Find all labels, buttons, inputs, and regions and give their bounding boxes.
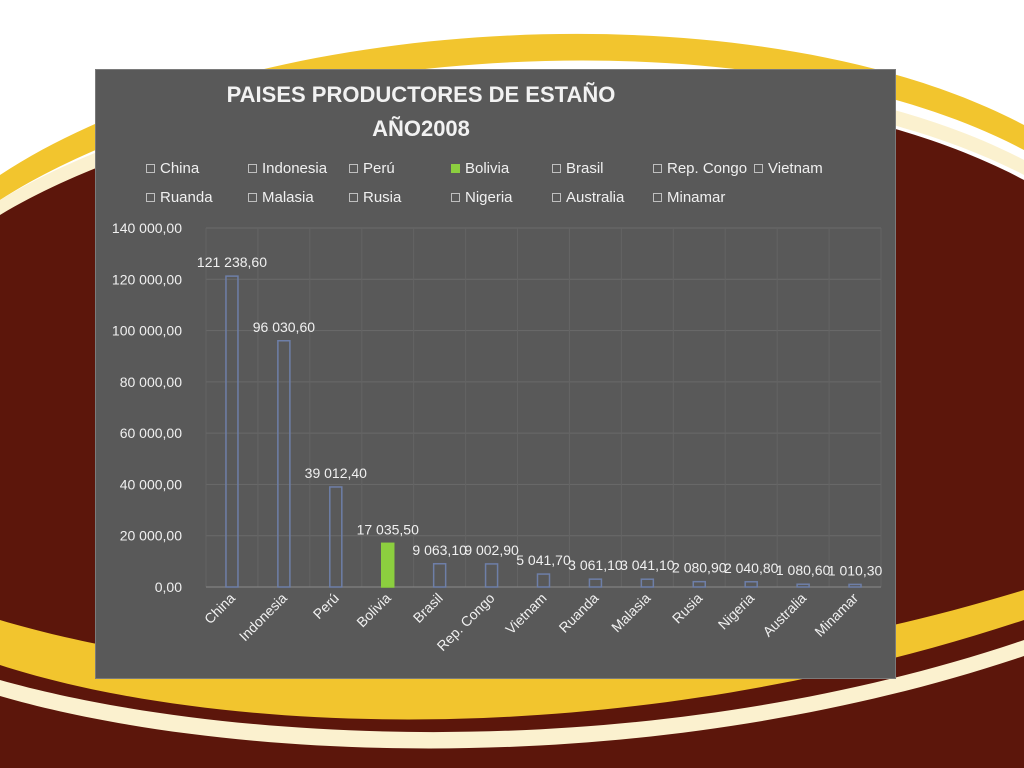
category-label: Perú [310,590,342,622]
legend-item: Bolivia [451,160,509,177]
data-label: 2 080,90 [672,560,727,576]
legend-label: Rusia [363,189,402,206]
category-label: Minamar [811,590,861,640]
legend-swatch [451,164,460,173]
legend-label: China [160,160,200,177]
legend-swatch [146,193,155,202]
chart-panel: PAISES PRODUCTORES DE ESTAÑO AÑO2008 Chi… [95,69,896,679]
bar [588,578,603,588]
legend-label: Perú [363,160,395,177]
category-label: Vietnam [502,590,549,637]
legend-swatch [552,164,561,173]
legend-item: Brasil [552,160,604,177]
legend-label: Minamar [667,189,726,206]
legend-label: Vietnam [768,160,823,177]
y-tick-label: 40 000,00 [120,476,182,492]
bar [484,563,499,588]
legend-item: Rusia [349,189,401,206]
plot-area: 0,00 20 000,00 40 000,00 60 000,00 80 000,00… [112,220,883,654]
category-label: Australia [759,590,809,640]
legend-label: Nigeria [465,189,513,206]
data-label: 1 080,60 [776,562,831,578]
gold-swoosh-bottom [0,590,1024,720]
legend-item: Malasia [248,189,314,206]
data-label: 39 012,40 [305,465,367,481]
legend-label: Brasil [566,160,604,177]
legend-swatch [349,164,358,173]
legend-label: Rep. Congo [667,160,748,177]
legend-label: Malasia [262,189,314,206]
y-tick-label: 120 000,00 [112,271,182,287]
data-label: 96 030,60 [253,319,315,335]
bar [277,340,291,588]
y-tick-label: 20 000,00 [120,528,182,544]
bar [692,580,707,588]
y-tick-label: 80 000,00 [120,374,182,390]
legend-item: Minamar [653,189,725,206]
category-label: Malasia [608,590,654,636]
legend-item: Ruanda [146,189,213,206]
category-label: Bolivia [353,590,394,631]
data-label: 17 035,50 [357,521,419,537]
data-label: 2 040,80 [724,560,779,576]
y-tick-label: 140 000,00 [112,220,182,236]
legend-item: Indonesia [248,160,327,177]
legend-item: Perú [349,160,395,177]
legend-swatch [248,193,257,202]
y-tick-label: 60 000,00 [120,425,182,441]
legend-label: Indonesia [262,160,328,177]
legend-swatch [754,164,763,173]
category-label: Indonesia [236,590,290,644]
legend-item: Nigeria [451,189,513,206]
legend-label: Australia [566,189,625,206]
data-label: 9 063,10 [412,542,467,558]
bar [796,583,810,588]
y-tick-label: 100 000,00 [112,323,182,339]
bar [536,573,551,588]
category-label: Nigeria [715,590,758,633]
data-label: 9 002,90 [464,542,519,558]
legend-item: China [146,160,199,177]
legend-item: Vietnam [754,160,823,177]
bar [744,581,758,588]
bar [380,542,395,588]
bar [225,275,239,588]
category-label: China [201,590,238,627]
bar [640,578,655,588]
legend-swatch [451,193,460,202]
bar [848,583,862,588]
legend-swatch [248,164,257,173]
bar [432,563,447,588]
category-label: Brasil [410,590,446,626]
bar [329,486,343,588]
legend-label: Bolivia [465,160,510,177]
legend-item: Australia [552,189,624,206]
chart-title: PAISES PRODUCTORES DE ESTAÑO [226,82,616,107]
category-label: Rusia [669,590,706,627]
data-label: 1 010,30 [828,562,883,578]
category-label: Ruanda [556,590,602,636]
y-tick-label: 0,00 [155,579,182,595]
legend-label: Ruanda [160,189,213,206]
data-label: 3 061,10 [568,557,623,573]
legend-swatch [349,193,358,202]
legend-swatch [552,193,561,202]
legend-swatch [653,164,662,173]
legend-item: Rep. Congo [653,160,747,177]
chart-subtitle: AÑO2008 [372,116,470,141]
legend-swatch [653,193,662,202]
data-label: 3 041,10 [620,557,675,573]
data-label: 121 238,60 [197,254,267,270]
legend-swatch [146,164,155,173]
data-label: 5 041,70 [516,552,571,568]
